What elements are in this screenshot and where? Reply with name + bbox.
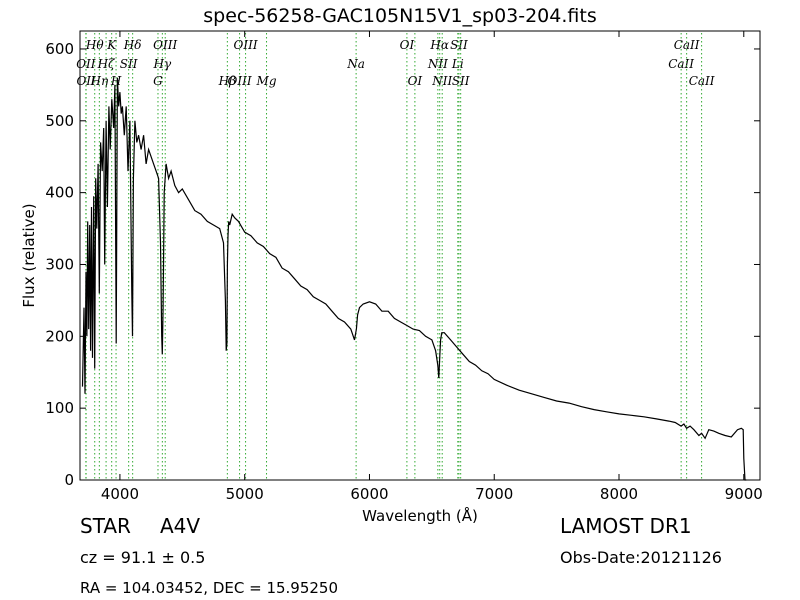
x-tick-label: 9000 (725, 485, 763, 503)
emission-line-label: Hβ (218, 74, 236, 88)
x-tick-label: 5000 (226, 485, 264, 503)
emission-line-label: OI (408, 74, 423, 88)
emission-line-label: CaII (668, 57, 694, 71)
emission-line-label: OII (76, 57, 96, 71)
emission-line-label: OII (76, 74, 96, 88)
object-subclass: A4V (160, 514, 201, 538)
y-tick-label: 500 (45, 112, 74, 130)
spectrum-series-line (81, 77, 747, 481)
emission-line-label: K (106, 38, 117, 52)
x-tick-label: 6000 (350, 485, 388, 503)
emission-line-label: CaII (674, 38, 700, 52)
emission-line-label: H (110, 74, 122, 88)
emission-line-label: Mg (256, 74, 277, 88)
y-tick-label: 400 (45, 184, 74, 202)
emission-line-label: Na (346, 57, 365, 71)
emission-line-label: Hθ (85, 38, 104, 52)
y-tick-label: 0 (64, 471, 74, 489)
ra-dec: RA = 104.03452, DEC = 15.95250 (80, 579, 339, 597)
x-tick-label: 7000 (475, 485, 513, 503)
emission-line-label: NII (431, 74, 452, 88)
emission-line-label: OIII (153, 38, 177, 52)
emission-line-label: OIII (228, 74, 252, 88)
emission-line-label: Li (451, 57, 464, 71)
y-tick-label: 100 (45, 399, 74, 417)
obs-date: Obs-Date:20121126 (560, 548, 722, 567)
plot-frame (79, 30, 761, 481)
y-tick-label: 300 (45, 255, 74, 273)
emission-line-label: SII (452, 74, 470, 88)
chart-title: spec-56258-GAC105N15V1_sp03-204.fits (203, 5, 597, 27)
emission-line-label: SII (450, 38, 468, 52)
emission-line-label: Hη (90, 74, 109, 88)
x-tick-label: 4000 (101, 485, 139, 503)
emission-line-label: G (153, 74, 163, 88)
object-class: STAR (80, 514, 131, 538)
y-tick-label: 200 (45, 327, 74, 345)
x-axis-label: Wavelength (Å) (362, 506, 478, 525)
emission-line-label: Hζ (97, 57, 116, 71)
emission-line-label: Hδ (123, 38, 142, 52)
y-tick-label: 600 (45, 40, 74, 58)
redshift-cz: cz = 91.1 ± 0.5 (80, 548, 206, 567)
emission-line-label: SII (120, 57, 138, 71)
emission-line-label: NII (427, 57, 448, 71)
survey-name: LAMOST DR1 (560, 514, 692, 538)
emission-line-label: Hα (429, 38, 449, 52)
emission-line-label: CaII (689, 74, 715, 88)
y-axis-label: Flux (relative) (20, 203, 38, 307)
x-tick-label: 8000 (600, 485, 638, 503)
emission-line-label: OI (400, 38, 415, 52)
emission-line-label: OIII (234, 38, 258, 52)
emission-line-label: Hγ (153, 57, 172, 71)
